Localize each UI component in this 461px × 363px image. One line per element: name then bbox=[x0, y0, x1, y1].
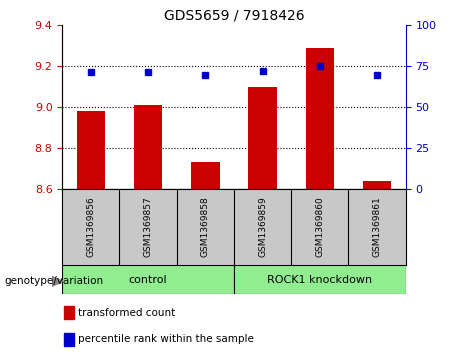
Text: GSM1369860: GSM1369860 bbox=[315, 196, 325, 257]
FancyBboxPatch shape bbox=[234, 265, 406, 294]
Text: GSM1369856: GSM1369856 bbox=[86, 196, 95, 257]
Bar bbox=[248, 87, 277, 189]
Bar bbox=[64, 306, 74, 319]
Text: genotype/variation: genotype/variation bbox=[5, 276, 104, 286]
Polygon shape bbox=[52, 276, 63, 286]
Bar bbox=[134, 105, 162, 189]
Text: ROCK1 knockdown: ROCK1 knockdown bbox=[267, 274, 372, 285]
Title: GDS5659 / 7918426: GDS5659 / 7918426 bbox=[164, 9, 304, 23]
Bar bbox=[191, 162, 219, 189]
Text: GSM1369859: GSM1369859 bbox=[258, 196, 267, 257]
Text: percentile rank within the sample: percentile rank within the sample bbox=[78, 334, 254, 344]
FancyBboxPatch shape bbox=[62, 265, 234, 294]
Text: GSM1369858: GSM1369858 bbox=[201, 196, 210, 257]
Text: GSM1369857: GSM1369857 bbox=[143, 196, 153, 257]
Text: GSM1369861: GSM1369861 bbox=[372, 196, 382, 257]
Bar bbox=[363, 180, 391, 189]
Text: control: control bbox=[129, 274, 167, 285]
Bar bbox=[64, 333, 74, 346]
Bar bbox=[306, 48, 334, 189]
Text: transformed count: transformed count bbox=[78, 308, 175, 318]
Bar bbox=[77, 111, 105, 189]
